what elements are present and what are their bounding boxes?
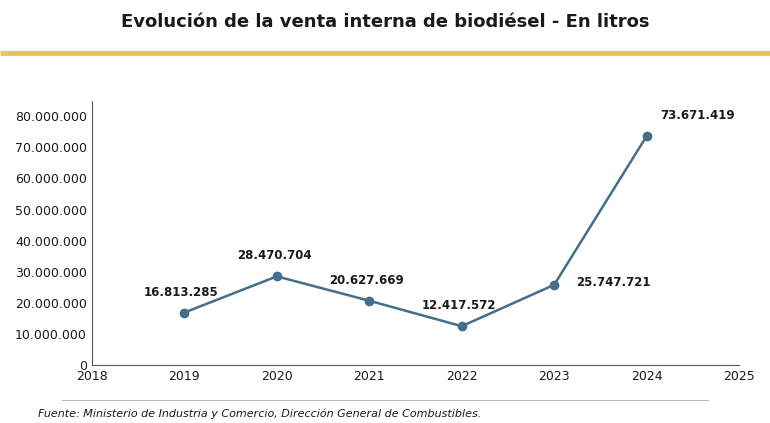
Text: Evolución de la venta interna de biodiésel - En litros: Evolución de la venta interna de biodiés…: [121, 13, 649, 31]
Text: 25.747.721: 25.747.721: [577, 275, 651, 288]
Text: 28.470.704: 28.470.704: [236, 250, 311, 263]
Text: Fuente: Ministerio de Industria y Comercio, Dirección General de Combustibles.: Fuente: Ministerio de Industria y Comerc…: [38, 408, 482, 419]
Text: 20.627.669: 20.627.669: [329, 274, 403, 287]
Text: 73.671.419: 73.671.419: [661, 109, 735, 122]
Text: 12.417.572: 12.417.572: [422, 299, 496, 312]
Text: 16.813.285: 16.813.285: [144, 286, 219, 299]
